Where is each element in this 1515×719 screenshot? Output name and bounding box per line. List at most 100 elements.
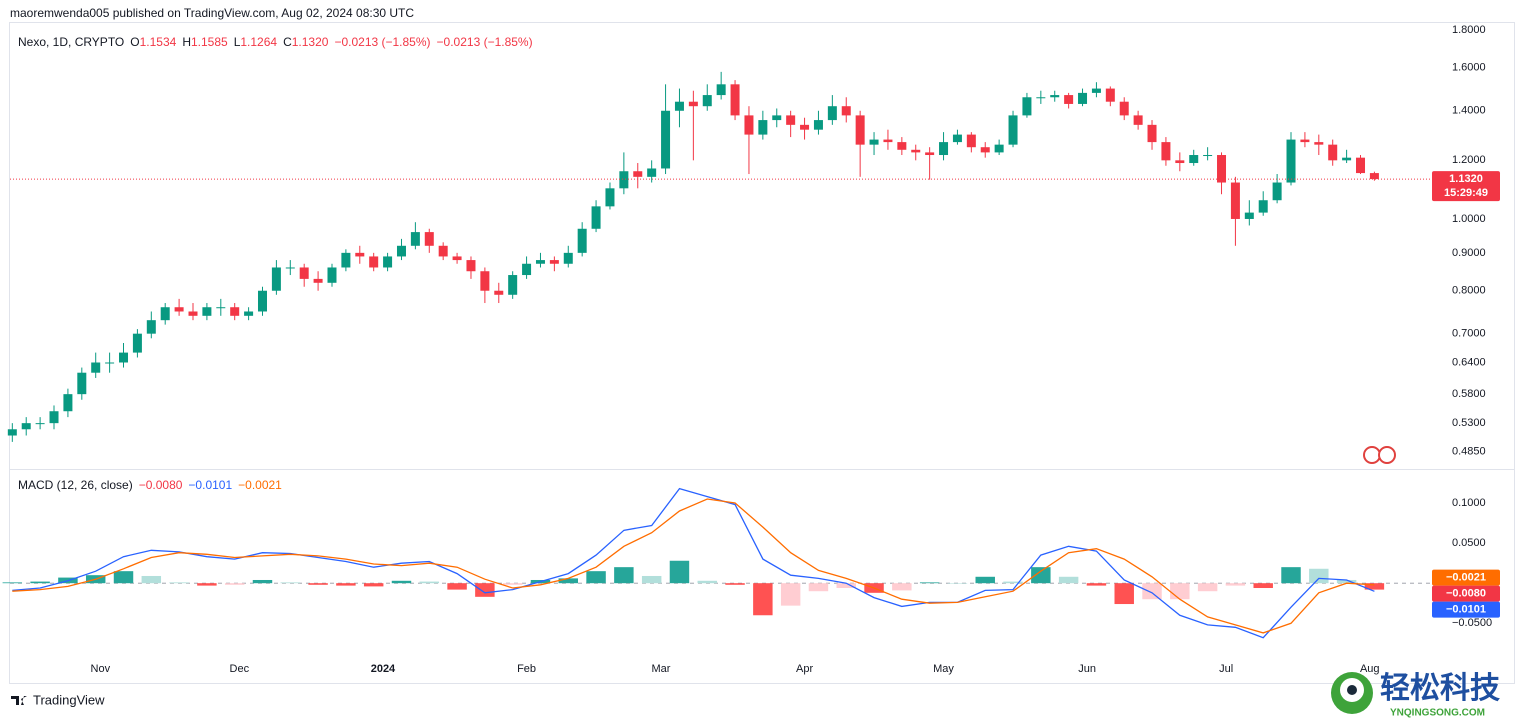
histogram-bar bbox=[336, 583, 356, 586]
histogram-bar bbox=[725, 583, 745, 585]
flag-icon bbox=[1378, 446, 1396, 464]
ohlc-value: 1.1534 bbox=[139, 35, 177, 49]
candle-body bbox=[355, 252, 365, 257]
candle-body bbox=[522, 263, 532, 276]
candle-body bbox=[396, 245, 406, 257]
badge-text: 15:29:49 bbox=[1444, 187, 1488, 199]
flag-icons bbox=[1363, 446, 1396, 464]
candle-body bbox=[424, 232, 434, 246]
histogram-bar bbox=[558, 578, 578, 584]
histogram-bar bbox=[1170, 583, 1190, 600]
histogram-bar bbox=[1114, 583, 1134, 605]
histogram-bar bbox=[1142, 583, 1162, 600]
histogram-bar bbox=[1225, 583, 1246, 586]
histogram-bar bbox=[197, 583, 217, 586]
y-tick-label: 0.6400 bbox=[1452, 356, 1486, 368]
flag-icon bbox=[1363, 446, 1381, 464]
candle-body bbox=[1314, 142, 1324, 145]
ohlc-value: 1.1320 bbox=[291, 35, 329, 49]
histogram-bar bbox=[1003, 581, 1023, 584]
y-tick-label: 0.7000 bbox=[1452, 328, 1486, 340]
candle-body bbox=[1105, 88, 1115, 102]
candle-body bbox=[1161, 142, 1171, 161]
histogram-bar bbox=[669, 560, 690, 584]
candle-body bbox=[383, 256, 393, 268]
histogram-bar bbox=[169, 582, 189, 584]
histogram-bar bbox=[1058, 576, 1079, 584]
y-tick-label: 1.2000 bbox=[1452, 154, 1486, 166]
candle-body bbox=[1258, 200, 1268, 213]
histogram-bar bbox=[641, 575, 662, 584]
price-badge: 1.1320 15:29:49 bbox=[1432, 171, 1500, 202]
candle-body bbox=[1300, 139, 1310, 143]
candle-body bbox=[202, 307, 212, 316]
candle-body bbox=[1078, 92, 1088, 104]
x-tick-label: Jun bbox=[1078, 663, 1096, 675]
candle-body bbox=[160, 307, 170, 321]
candle-body bbox=[786, 115, 796, 125]
candle-body bbox=[897, 142, 907, 150]
candle-body bbox=[271, 267, 281, 291]
candle-body bbox=[63, 394, 73, 412]
candle-body bbox=[105, 362, 115, 364]
histogram-bar bbox=[1253, 583, 1273, 589]
candle-body bbox=[466, 260, 476, 272]
badge-box bbox=[1432, 585, 1500, 602]
change: −0.0213 (−1.85%) bbox=[436, 35, 533, 49]
watermark-logo bbox=[1347, 685, 1357, 695]
histogram-bar bbox=[363, 583, 384, 587]
candle-body bbox=[813, 120, 823, 130]
candle-body bbox=[744, 115, 754, 135]
candle-body bbox=[508, 275, 518, 295]
candle-body bbox=[1356, 157, 1366, 174]
candle-body bbox=[494, 290, 504, 295]
candle-body bbox=[313, 278, 323, 283]
histogram-bar bbox=[30, 581, 50, 584]
histogram-bar bbox=[308, 583, 328, 585]
candle-body bbox=[438, 245, 448, 257]
candle-body bbox=[619, 171, 629, 189]
candle-body bbox=[1203, 155, 1213, 157]
candle-body bbox=[146, 320, 156, 334]
badge-text: 1.1320 bbox=[1449, 173, 1483, 185]
macd-line bbox=[12, 487, 1375, 639]
candle-body bbox=[1036, 97, 1046, 99]
ohlc-key: L bbox=[233, 35, 241, 49]
x-tick-label: May bbox=[933, 663, 954, 675]
candle-body bbox=[841, 106, 851, 116]
histogram-bar bbox=[892, 583, 912, 591]
candle-body bbox=[285, 267, 295, 269]
x-tick-label: Mar bbox=[651, 663, 670, 675]
histogram-bar bbox=[836, 583, 856, 589]
candle-body bbox=[21, 423, 31, 430]
candle-body bbox=[966, 134, 976, 148]
candle-body bbox=[410, 232, 420, 246]
badge-text: −0.0101 bbox=[1446, 604, 1486, 616]
histogram-bar bbox=[586, 571, 606, 584]
candle-body bbox=[869, 139, 879, 145]
y-tick-label: 1.0000 bbox=[1452, 213, 1486, 225]
candle-body bbox=[827, 106, 837, 121]
macd-line bbox=[12, 498, 1375, 634]
histogram-bar bbox=[947, 583, 968, 584]
histogram-bar bbox=[780, 583, 801, 606]
candle-body bbox=[1369, 173, 1379, 180]
candle-body bbox=[7, 429, 17, 436]
ohlc-key: C bbox=[283, 35, 292, 49]
candle-body bbox=[341, 252, 351, 268]
logo-mark bbox=[11, 696, 27, 705]
histogram-bar bbox=[919, 582, 940, 584]
candle-body bbox=[1147, 124, 1157, 143]
candle-body bbox=[1244, 212, 1254, 219]
candle-body bbox=[688, 101, 698, 107]
candle-body bbox=[1217, 155, 1227, 183]
ohlc-value: 1.1264 bbox=[240, 35, 278, 49]
histogram-bar bbox=[475, 583, 495, 597]
x-tick-label: Aug bbox=[1360, 663, 1380, 675]
y-tick-label: 1.4000 bbox=[1452, 105, 1486, 117]
x-tick-label: Feb bbox=[517, 663, 536, 675]
y-tick-label: 0.5800 bbox=[1452, 388, 1486, 400]
x-tick-label: 2024 bbox=[371, 663, 396, 675]
price-badge: −0.0021 bbox=[1432, 569, 1500, 586]
